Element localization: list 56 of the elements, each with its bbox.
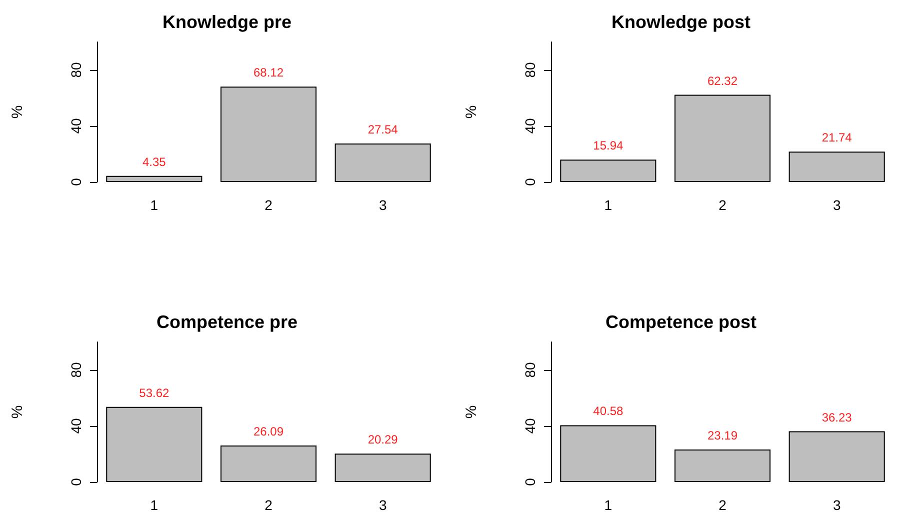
bar [334,143,431,182]
bar [334,454,431,482]
bar [106,406,202,482]
x-tick-label: 2 [718,197,727,213]
x-tick-label: 1 [604,197,612,213]
data-label: 23.19 [707,428,738,443]
chart-title: Knowledge post [612,12,751,32]
x-tick-label: 1 [150,497,158,513]
y-axis-title: % [463,105,480,119]
bar [220,445,317,482]
bar [106,176,202,182]
y-tick-label: 0 [68,178,84,186]
x-tick-label: 3 [378,197,387,213]
chart-title: Competence post [605,312,757,332]
x-tick-label: 2 [264,497,273,513]
y-axis-title: % [9,405,26,419]
data-label: 68.12 [253,66,284,80]
y-tick-label: 40 [522,418,538,434]
y-tick-label: 80 [522,362,538,378]
data-label: 20.29 [368,432,398,447]
x-tick-label: 3 [832,197,841,213]
y-tick-label: 80 [68,62,84,78]
data-label: 26.09 [253,424,284,438]
x-tick-label: 2 [718,497,727,513]
x-tick-label: 1 [150,197,158,213]
y-tick-label: 40 [68,418,84,434]
y-tick-label: 40 [522,118,538,134]
y-tick-label: 80 [68,362,84,378]
bar [220,86,317,182]
chart-title: Knowledge pre [162,12,292,32]
data-label: 62.32 [707,74,738,88]
x-tick-label: 2 [264,197,273,213]
bar [560,160,656,182]
data-label: 53.62 [139,386,170,400]
x-tick-label: 3 [832,497,841,513]
x-tick-label: 3 [378,497,387,513]
data-label: 4.35 [142,154,166,169]
y-tick-label: 80 [522,62,538,78]
y-tick-label: 0 [68,478,84,486]
bar [674,94,771,182]
chart-title: Competence pre [156,312,298,332]
data-label: 27.54 [368,122,398,136]
y-axis-title: % [463,405,480,419]
bar [674,450,771,482]
data-label: 36.23 [822,410,852,424]
data-label: 21.74 [822,130,852,145]
data-label: 15.94 [593,138,624,153]
y-tick-label: 0 [522,178,538,186]
bar [788,152,885,182]
y-axis-title: % [9,105,26,119]
y-tick-label: 40 [68,118,84,134]
y-tick-label: 0 [522,478,538,486]
bar [788,431,885,482]
x-tick-label: 1 [604,497,612,513]
bar [560,425,656,482]
data-label: 40.58 [593,404,624,418]
